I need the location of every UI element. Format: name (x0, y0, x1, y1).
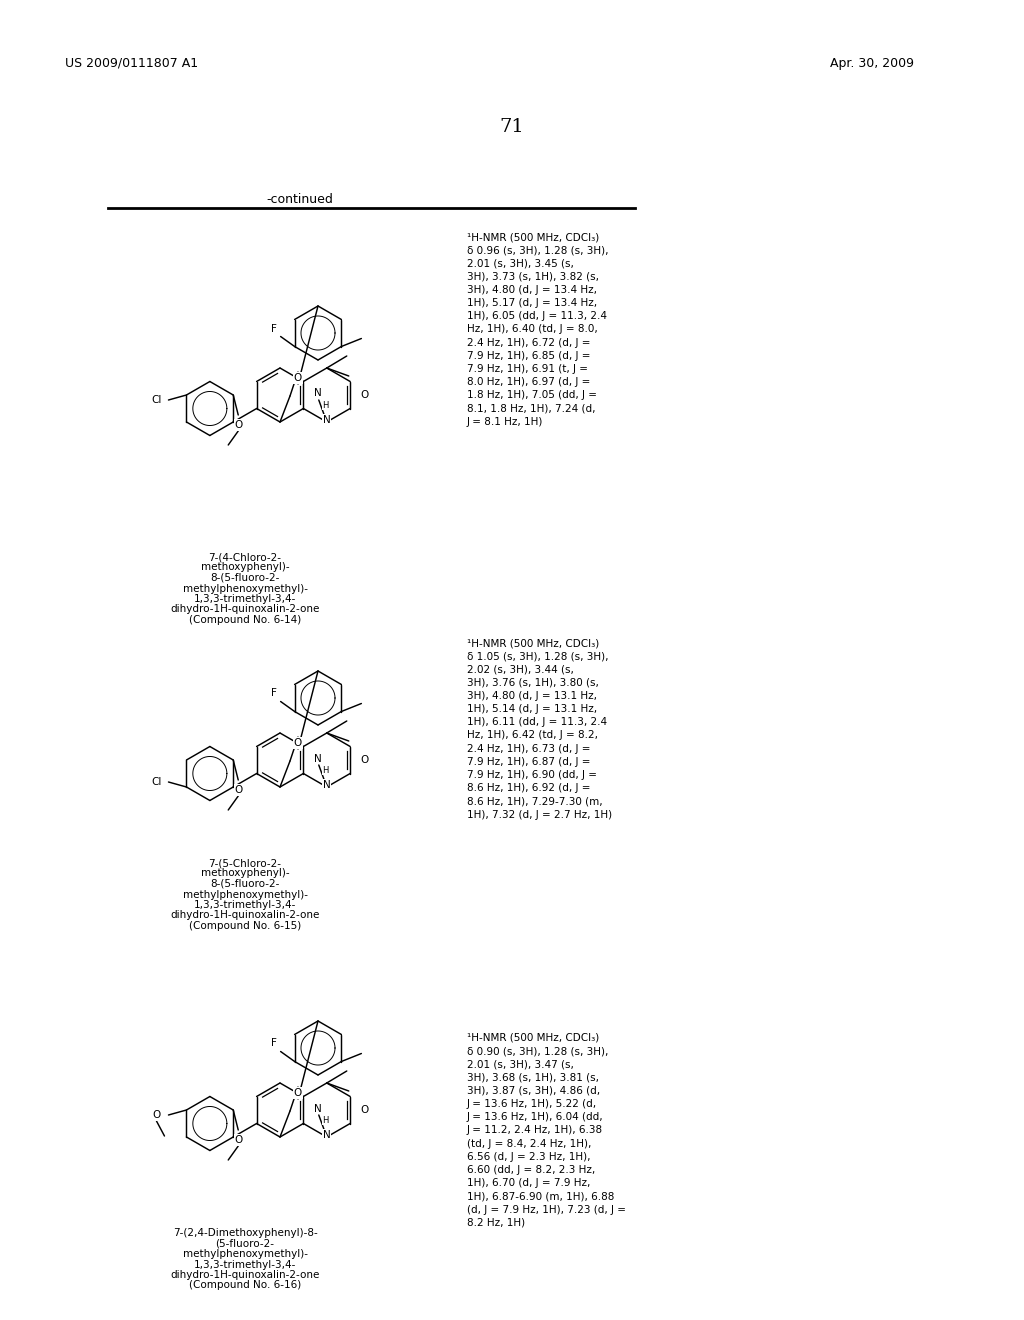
Text: (Compound No. 6-16): (Compound No. 6-16) (188, 1280, 301, 1291)
Text: δ 1.05 (s, 3H), 1.28 (s, 3H),: δ 1.05 (s, 3H), 1.28 (s, 3H), (467, 651, 608, 661)
Text: 8.1, 1.8 Hz, 1H), 7.24 (d,: 8.1, 1.8 Hz, 1H), 7.24 (d, (467, 404, 596, 413)
Text: 7.9 Hz, 1H), 6.85 (d, J =: 7.9 Hz, 1H), 6.85 (d, J = (467, 351, 591, 360)
Text: methylphenoxymethyl)-: methylphenoxymethyl)- (182, 1249, 307, 1259)
Text: 3H), 4.80 (d, J = 13.1 Hz,: 3H), 4.80 (d, J = 13.1 Hz, (467, 690, 597, 701)
Text: Hz, 1H), 6.42 (td, J = 8.2,: Hz, 1H), 6.42 (td, J = 8.2, (467, 730, 598, 741)
Text: 2.02 (s, 3H), 3.44 (s,: 2.02 (s, 3H), 3.44 (s, (467, 664, 573, 675)
Text: (Compound No. 6-14): (Compound No. 6-14) (188, 615, 301, 624)
Text: Apr. 30, 2009: Apr. 30, 2009 (830, 57, 914, 70)
Text: J = 13.6 Hz, 1H), 6.04 (dd,: J = 13.6 Hz, 1H), 6.04 (dd, (467, 1113, 603, 1122)
Text: 2.4 Hz, 1H), 6.73 (d, J =: 2.4 Hz, 1H), 6.73 (d, J = (467, 743, 591, 754)
Text: O: O (294, 738, 302, 748)
Text: dihydro-1H-quinoxalin-2-one: dihydro-1H-quinoxalin-2-one (170, 911, 319, 920)
Text: Cl: Cl (152, 395, 162, 405)
Text: F: F (270, 1039, 276, 1048)
Text: (5-fluoro-2-: (5-fluoro-2- (215, 1238, 274, 1249)
Text: H: H (323, 1115, 329, 1125)
Text: 1,3,3-trimethyl-3,4-: 1,3,3-trimethyl-3,4- (194, 594, 296, 605)
Text: methoxyphenyl)-: methoxyphenyl)- (201, 869, 290, 879)
Text: 8.6 Hz, 1H), 7.29-7.30 (m,: 8.6 Hz, 1H), 7.29-7.30 (m, (467, 796, 603, 807)
Text: (d, J = 7.9 Hz, 1H), 7.23 (d, J =: (d, J = 7.9 Hz, 1H), 7.23 (d, J = (467, 1205, 626, 1214)
Text: 2.4 Hz, 1H), 6.72 (d, J =: 2.4 Hz, 1H), 6.72 (d, J = (467, 338, 591, 347)
Text: N: N (323, 414, 331, 425)
Text: 3H), 4.80 (d, J = 13.4 Hz,: 3H), 4.80 (d, J = 13.4 Hz, (467, 285, 597, 294)
Text: 1H), 6.70 (d, J = 7.9 Hz,: 1H), 6.70 (d, J = 7.9 Hz, (467, 1179, 591, 1188)
Text: 1H), 5.17 (d, J = 13.4 Hz,: 1H), 5.17 (d, J = 13.4 Hz, (467, 298, 597, 308)
Text: 6.60 (dd, J = 8.2, 2.3 Hz,: 6.60 (dd, J = 8.2, 2.3 Hz, (467, 1166, 595, 1175)
Text: ¹H-NMR (500 MHz, CDCl₃): ¹H-NMR (500 MHz, CDCl₃) (467, 232, 599, 242)
Text: 8-(5-fluoro-2-: 8-(5-fluoro-2- (210, 573, 280, 583)
Text: J = 13.6 Hz, 1H), 5.22 (d,: J = 13.6 Hz, 1H), 5.22 (d, (467, 1100, 597, 1109)
Text: 71: 71 (500, 117, 524, 136)
Text: 8.0 Hz, 1H), 6.97 (d, J =: 8.0 Hz, 1H), 6.97 (d, J = (467, 378, 591, 387)
Text: (Compound No. 6-15): (Compound No. 6-15) (188, 921, 301, 931)
Text: O: O (360, 389, 369, 400)
Text: 7-(5-Chloro-2-: 7-(5-Chloro-2- (209, 858, 282, 869)
Text: O: O (294, 1088, 302, 1098)
Text: 8-(5-fluoro-2-: 8-(5-fluoro-2- (210, 879, 280, 888)
Text: ¹H-NMR (500 MHz, CDCl₃): ¹H-NMR (500 MHz, CDCl₃) (467, 638, 599, 648)
Text: 8.6 Hz, 1H), 6.92 (d, J =: 8.6 Hz, 1H), 6.92 (d, J = (467, 783, 591, 793)
Text: 2.01 (s, 3H), 3.45 (s,: 2.01 (s, 3H), 3.45 (s, (467, 259, 573, 268)
Text: N: N (323, 780, 331, 789)
Text: 1.8 Hz, 1H), 7.05 (dd, J =: 1.8 Hz, 1H), 7.05 (dd, J = (467, 391, 597, 400)
Text: ¹H-NMR (500 MHz, CDCl₃): ¹H-NMR (500 MHz, CDCl₃) (467, 1034, 599, 1043)
Text: H: H (323, 401, 329, 411)
Text: O: O (234, 1135, 243, 1144)
Text: 7.9 Hz, 1H), 6.90 (dd, J =: 7.9 Hz, 1H), 6.90 (dd, J = (467, 770, 597, 780)
Text: -continued: -continued (266, 193, 334, 206)
Text: 1,3,3-trimethyl-3,4-: 1,3,3-trimethyl-3,4- (194, 1259, 296, 1270)
Text: N: N (313, 1104, 322, 1114)
Text: dihydro-1H-quinoxalin-2-one: dihydro-1H-quinoxalin-2-one (170, 1270, 319, 1280)
Text: 1,3,3-trimethyl-3,4-: 1,3,3-trimethyl-3,4- (194, 900, 296, 909)
Text: N: N (313, 754, 322, 763)
Text: 7.9 Hz, 1H), 6.91 (t, J =: 7.9 Hz, 1H), 6.91 (t, J = (467, 364, 588, 374)
Text: Hz, 1H), 6.40 (td, J = 8.0,: Hz, 1H), 6.40 (td, J = 8.0, (467, 325, 598, 334)
Text: O: O (234, 420, 243, 430)
Text: O: O (360, 755, 369, 766)
Text: O: O (153, 1110, 161, 1119)
Text: Cl: Cl (152, 777, 162, 787)
Text: US 2009/0111807 A1: US 2009/0111807 A1 (65, 57, 198, 70)
Text: δ 0.90 (s, 3H), 1.28 (s, 3H),: δ 0.90 (s, 3H), 1.28 (s, 3H), (467, 1047, 608, 1056)
Text: methylphenoxymethyl)-: methylphenoxymethyl)- (182, 890, 307, 899)
Text: O: O (294, 374, 302, 383)
Text: 7-(2,4-Dimethoxyphenyl)-8-: 7-(2,4-Dimethoxyphenyl)-8- (173, 1228, 317, 1238)
Text: J = 11.2, 2.4 Hz, 1H), 6.38: J = 11.2, 2.4 Hz, 1H), 6.38 (467, 1126, 603, 1135)
Text: 7.9 Hz, 1H), 6.87 (d, J =: 7.9 Hz, 1H), 6.87 (d, J = (467, 756, 591, 767)
Text: J = 8.1 Hz, 1H): J = 8.1 Hz, 1H) (467, 417, 544, 426)
Text: 1H), 6.05 (dd, J = 11.3, 2.4: 1H), 6.05 (dd, J = 11.3, 2.4 (467, 312, 607, 321)
Text: 8.2 Hz, 1H): 8.2 Hz, 1H) (467, 1218, 525, 1228)
Text: 2.01 (s, 3H), 3.47 (s,: 2.01 (s, 3H), 3.47 (s, (467, 1060, 573, 1069)
Text: 1H), 5.14 (d, J = 13.1 Hz,: 1H), 5.14 (d, J = 13.1 Hz, (467, 704, 597, 714)
Text: 1H), 7.32 (d, J = 2.7 Hz, 1H): 1H), 7.32 (d, J = 2.7 Hz, 1H) (467, 809, 612, 820)
Text: methylphenoxymethyl)-: methylphenoxymethyl)- (182, 583, 307, 594)
Text: 1H), 6.11 (dd, J = 11.3, 2.4: 1H), 6.11 (dd, J = 11.3, 2.4 (467, 717, 607, 727)
Text: 7-(4-Chloro-2-: 7-(4-Chloro-2- (209, 552, 282, 562)
Text: 3H), 3.73 (s, 1H), 3.82 (s,: 3H), 3.73 (s, 1H), 3.82 (s, (467, 272, 599, 281)
Text: F: F (270, 689, 276, 698)
Text: 3H), 3.76 (s, 1H), 3.80 (s,: 3H), 3.76 (s, 1H), 3.80 (s, (467, 677, 599, 688)
Text: methoxyphenyl)-: methoxyphenyl)- (201, 562, 290, 573)
Text: N: N (313, 388, 322, 399)
Text: dihydro-1H-quinoxalin-2-one: dihydro-1H-quinoxalin-2-one (170, 605, 319, 615)
Text: N: N (323, 1130, 331, 1140)
Text: (td, J = 8.4, 2.4 Hz, 1H),: (td, J = 8.4, 2.4 Hz, 1H), (467, 1139, 592, 1148)
Text: O: O (360, 1105, 369, 1115)
Text: 1H), 6.87-6.90 (m, 1H), 6.88: 1H), 6.87-6.90 (m, 1H), 6.88 (467, 1192, 614, 1201)
Text: 3H), 3.68 (s, 1H), 3.81 (s,: 3H), 3.68 (s, 1H), 3.81 (s, (467, 1073, 599, 1082)
Text: 3H), 3.87 (s, 3H), 4.86 (d,: 3H), 3.87 (s, 3H), 4.86 (d, (467, 1086, 600, 1096)
Text: 6.56 (d, J = 2.3 Hz, 1H),: 6.56 (d, J = 2.3 Hz, 1H), (467, 1152, 591, 1162)
Text: H: H (323, 766, 329, 775)
Text: δ 0.96 (s, 3H), 1.28 (s, 3H),: δ 0.96 (s, 3H), 1.28 (s, 3H), (467, 246, 608, 255)
Text: O: O (234, 785, 243, 795)
Text: F: F (270, 323, 276, 334)
